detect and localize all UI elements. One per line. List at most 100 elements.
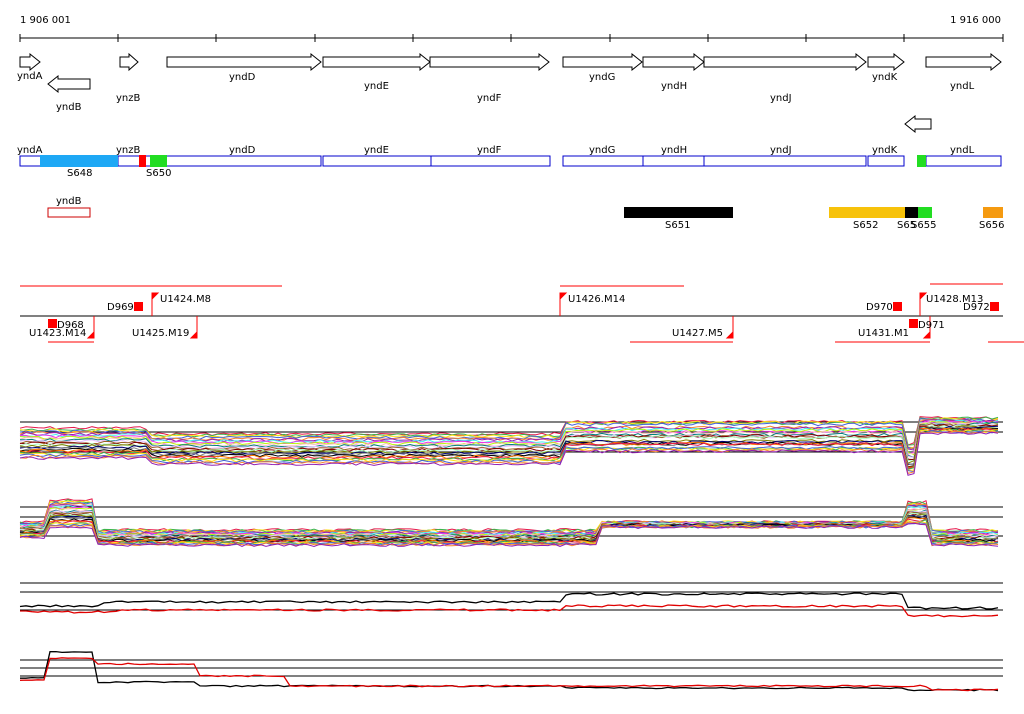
terminator-D970[interactable] [893,302,902,311]
gene-box-label-yndF[interactable]: yndF [477,145,502,156]
segment-label-S65[interactable]: S65 [897,220,916,231]
gene-arrow-yndD[interactable] [166,52,322,72]
gene-box-label-yndK[interactable]: yndK [872,145,898,156]
gene-arrow-yndK[interactable] [867,52,905,72]
panel1-profile-line [19,427,999,468]
gene-box-label-yndB[interactable]: yndB [56,196,82,207]
segment-bar-S655[interactable] [918,207,932,218]
gene-arrow-yndA[interactable] [19,52,41,72]
segment-bar-S650[interactable] [150,155,167,167]
promoter-label-U1423-M14[interactable]: U1423.M14 [29,328,86,339]
segment-label-S656[interactable]: S656 [979,220,1004,231]
panel1-profile-line [19,425,999,464]
promoter-label-U1424-M8[interactable]: U1424.M8 [160,294,211,305]
promoter-label-U1427-M5[interactable]: U1427.M5 [672,328,723,339]
gene-arrow-yndH[interactable] [642,52,705,72]
gene-arrow-label-yndA[interactable]: yndA [17,71,43,82]
gene-box-label-yndH[interactable]: yndH [661,145,687,156]
gene-arrow-unnamed-reverse[interactable] [904,114,932,134]
promoter-U1427-M5[interactable] [725,316,734,339]
gene-arrows [19,52,1002,134]
promoter-U1425-M19[interactable] [189,316,198,339]
expression-panels [19,416,1003,692]
gene-box-label-yndJ[interactable]: yndJ [770,145,792,156]
promoter-label-U1431-M1[interactable]: U1431.M1 [858,328,909,339]
gene-arrow-label-yndG[interactable]: yndG [589,72,615,83]
gene-box-yndD[interactable] [165,155,322,167]
gene-arrow-yndJ[interactable] [703,52,867,72]
terminator-label-D971[interactable]: D971 [918,320,945,331]
gene-arrow-label-yndJ[interactable]: yndJ [770,93,792,104]
expression-panel-2 [19,498,1003,548]
gene-box-yndH[interactable] [642,155,705,167]
gene-arrow-label-yndK[interactable]: yndK [872,72,898,83]
gene-arrow-yndF[interactable] [429,52,550,72]
gene-box-label-yndL[interactable]: yndL [950,145,975,156]
gene-arrows-track: yndA ynzB yndD yndE yndF yndG yndH yndJ … [17,52,1002,134]
promoter-U1424-M8[interactable] [151,292,160,316]
gene-arrow-yndG[interactable] [562,52,643,72]
gene-box-label-yndG[interactable]: yndG [589,145,615,156]
panel3-profile-condition-a [19,592,999,610]
gene-arrow-label-yndF[interactable]: yndF [477,93,502,104]
segment-label-S650[interactable]: S650 [146,168,171,179]
gene-arrow-label-yndB[interactable]: yndB [56,102,82,113]
segment-bar-S656[interactable] [983,207,1003,218]
terminator-label-D969[interactable]: D969 [107,302,134,313]
gene-arrow-label-yndH[interactable]: yndH [661,81,687,92]
segment-bar-S648[interactable] [40,155,118,167]
promoter-U1423-M14[interactable] [86,316,95,339]
promoter-U1431-M1[interactable] [922,316,931,339]
gene-box-yndG[interactable] [562,155,644,167]
segment-label-S651[interactable]: S651 [665,220,690,231]
ruler-ticks [19,34,1004,42]
gene-arrow-label-yndE[interactable]: yndE [364,81,389,92]
expression-panel-1 [19,416,1003,476]
segment-label-S652[interactable]: S652 [853,220,878,231]
end-coordinate-label: 1 916 000 [950,15,1001,26]
gene-box-yndB[interactable] [47,207,91,218]
panel4-profile-condition-a [20,650,999,692]
panel1-profile-line [20,421,999,459]
segment-bar-S652[interactable] [829,207,905,218]
terminator-D972[interactable] [990,302,999,311]
panel2-profile-line [19,510,998,540]
gene-arrow-yndB[interactable] [47,74,91,94]
gene-box-yndL[interactable] [925,155,1002,167]
segment-bars [40,155,1003,218]
gene-arrow-yndL[interactable] [925,52,1002,72]
gene-arrow-ynzB[interactable] [119,52,139,72]
terminator-D968[interactable] [48,319,57,328]
regulatory-track: U1424.M8 U1426.M14 U1428.M13 D969 D970 D… [20,283,1024,343]
terminator-D971[interactable] [909,319,918,328]
gene-box-yndF[interactable] [430,155,551,167]
gene-arrow-label-ynzB[interactable]: ynzB [116,93,141,104]
panel2-profile-line [19,521,999,547]
terminator-label-D970[interactable]: D970 [866,302,893,313]
promoter-U1428-M13[interactable] [919,292,928,316]
gene-arrow-label-yndL[interactable]: yndL [950,81,975,92]
terminator-label-D972[interactable]: D972 [963,302,990,313]
terminator-D969[interactable] [134,302,143,311]
gene-arrow-yndE[interactable] [322,52,431,72]
gene-box-label-yndD[interactable]: yndD [229,145,256,156]
gene-box-yndE[interactable] [322,155,432,167]
panel4-profile-condition-b [19,657,999,692]
gene-box-yndJ[interactable] [703,155,867,167]
gene-arrow-label-yndD[interactable]: yndD [229,72,256,83]
segment-bar-S651[interactable] [624,207,733,218]
terminator-label-D968[interactable]: D968 [57,320,84,331]
gene-box-label-ynzB[interactable]: ynzB [116,145,141,156]
segment-label-S648[interactable]: S648 [67,168,92,179]
coordinate-ruler: 1 906 001 1 916 000 [19,15,1004,42]
gene-box-label-yndE[interactable]: yndE [364,145,389,156]
segment-label-S655[interactable]: S655 [911,220,936,231]
promoter-U1426-M14[interactable] [559,292,568,316]
promoter-label-U1425-M19[interactable]: U1425.M19 [132,328,189,339]
gene-box-yndK[interactable] [867,155,905,167]
promoter-label-U1428-M13[interactable]: U1428.M13 [926,294,983,305]
segment-bar-S65[interactable] [905,207,918,218]
promoter-label-U1426-M14[interactable]: U1426.M14 [568,294,625,305]
gene-box-label-yndA[interactable]: yndA [17,145,43,156]
